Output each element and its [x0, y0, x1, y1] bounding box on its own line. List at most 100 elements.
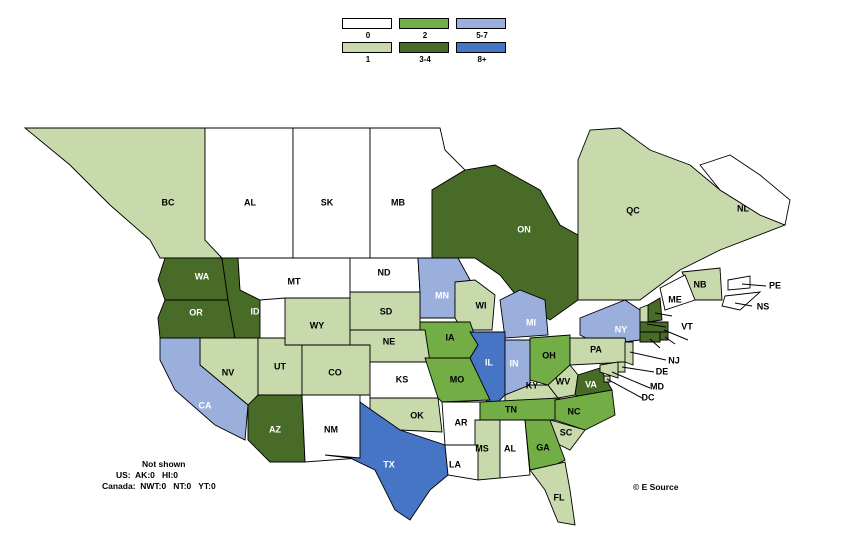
region-tx	[324, 401, 449, 521]
region-label-oh: OH	[542, 350, 556, 360]
region-label-dc: DC	[642, 392, 655, 402]
not-shown-us: US: AK:0 HI:0	[116, 470, 179, 480]
region-label-ms: MS	[475, 443, 489, 453]
region-ns	[721, 291, 762, 311]
legend-label-0: 0	[365, 31, 371, 40]
region-ca	[159, 337, 249, 441]
region-label-ns: NS	[757, 301, 770, 311]
region-label-nl: NL	[737, 203, 749, 213]
region-label-nj: NJ	[668, 355, 680, 365]
not-shown-canada: Canada: NWT:0 NT:0 YT:0	[102, 481, 216, 491]
region-label-ut: UT	[274, 361, 286, 371]
region-label-wv: WV	[556, 376, 571, 386]
legend-label-8-plus: 8+	[477, 55, 487, 64]
region-label-ma: MA	[690, 335, 704, 345]
not-shown-note: Not shown US: AK:0 HI:0 Canada: NWT:0 NT…	[102, 459, 216, 492]
region-tn	[479, 397, 561, 421]
region-label-nd: ND	[378, 267, 391, 277]
region-label-ks: KS	[396, 374, 409, 384]
region-label-me: ME	[668, 294, 682, 304]
region-nh	[647, 297, 663, 323]
legend-item-2: 2	[399, 18, 451, 40]
region-me	[659, 274, 696, 311]
not-shown-title: Not shown	[142, 459, 186, 469]
region-label-on: ON	[517, 224, 531, 234]
legend-swatch-2	[399, 18, 449, 29]
region-nc	[554, 389, 616, 431]
region-label-nv: NV	[222, 367, 235, 377]
legend-label-1: 1	[365, 55, 371, 64]
legend: 0 2 5-7 1 3-4 8+	[340, 18, 510, 68]
region-label-ga: GA	[536, 442, 550, 452]
region-label-wy: WY	[310, 320, 325, 330]
legend-item-1: 1	[342, 42, 394, 64]
region-ab	[204, 127, 294, 259]
region-label-nm: NM	[324, 424, 338, 434]
region-labels: BC AL SK MB ON QC NL WA OR ID MT ND MN W…	[162, 197, 782, 502]
region-wa	[157, 257, 229, 301]
region-label-vt: VT	[681, 321, 693, 331]
region-label-mi: MI	[526, 317, 536, 327]
region-label-ri: RI	[678, 340, 687, 350]
region-label-pe: PE	[769, 280, 781, 290]
region-sk	[292, 127, 371, 259]
source-credit: © E Source	[633, 482, 679, 492]
region-bc	[23, 127, 224, 259]
region-label-mb: MB	[391, 197, 405, 207]
region-label-sk: SK	[321, 197, 334, 207]
region-ok	[369, 397, 443, 433]
region-label-va: VA	[585, 379, 597, 389]
region-label-fl: FL	[554, 492, 565, 502]
region-label-or: OR	[189, 307, 203, 317]
region-label-al: AL	[504, 443, 516, 453]
region-label-ia: IA	[446, 332, 456, 342]
region-label-ky: KY	[526, 380, 539, 390]
region-label-co: CO	[328, 367, 342, 377]
region-label-ar: AR	[455, 417, 468, 427]
region-label-nh: NH	[681, 310, 694, 320]
legend-item-5-7: 5-7	[456, 18, 508, 40]
region-label-la: LA	[449, 459, 461, 469]
region-label-wi: WI	[476, 300, 487, 310]
legend-swatch-8-plus	[456, 42, 506, 53]
region-wi	[454, 279, 496, 331]
region-mo	[424, 357, 491, 403]
region-or	[157, 299, 236, 339]
region-fl	[529, 461, 576, 526]
region-label-bc: BC	[162, 197, 175, 207]
legend-swatch-1	[342, 42, 392, 53]
region-label-sd: SD	[380, 306, 393, 316]
region-la	[444, 444, 479, 481]
legend-swatch-5-7	[456, 18, 506, 29]
legend-item-8-plus: 8+	[456, 42, 508, 64]
region-nl	[699, 154, 791, 226]
legend-swatch-0	[342, 18, 392, 29]
region-vt	[639, 304, 649, 323]
region-md	[599, 361, 619, 379]
region-label-mn: MN	[435, 290, 449, 300]
region-label-de: DE	[656, 366, 669, 376]
region-label-sc: SC	[560, 427, 573, 437]
region-label-mt: MT	[288, 276, 301, 286]
region-qc	[577, 127, 787, 301]
region-al	[499, 419, 531, 479]
region-label-nc: NC	[568, 406, 581, 416]
region-label-mo: MO	[450, 374, 465, 384]
region-label-ny: NY	[615, 324, 628, 334]
region-label-wa: WA	[195, 271, 210, 281]
region-label-tn: TN	[505, 404, 517, 414]
callout-lines	[606, 283, 767, 399]
legend-label-5-7: 5-7	[476, 31, 488, 40]
region-label-az: AZ	[269, 424, 281, 434]
region-label-ct: CT	[662, 343, 674, 353]
region-label-ok: OK	[410, 410, 424, 420]
region-pe	[727, 275, 751, 291]
region-label-pa: PA	[590, 344, 602, 354]
region-label-qc: QC	[626, 205, 640, 215]
region-label-il: IL	[485, 357, 494, 367]
region-label-ne: NE	[383, 336, 396, 346]
region-ct	[639, 331, 661, 343]
region-label-id: ID	[251, 306, 261, 316]
region-label-tx: TX	[383, 459, 395, 469]
